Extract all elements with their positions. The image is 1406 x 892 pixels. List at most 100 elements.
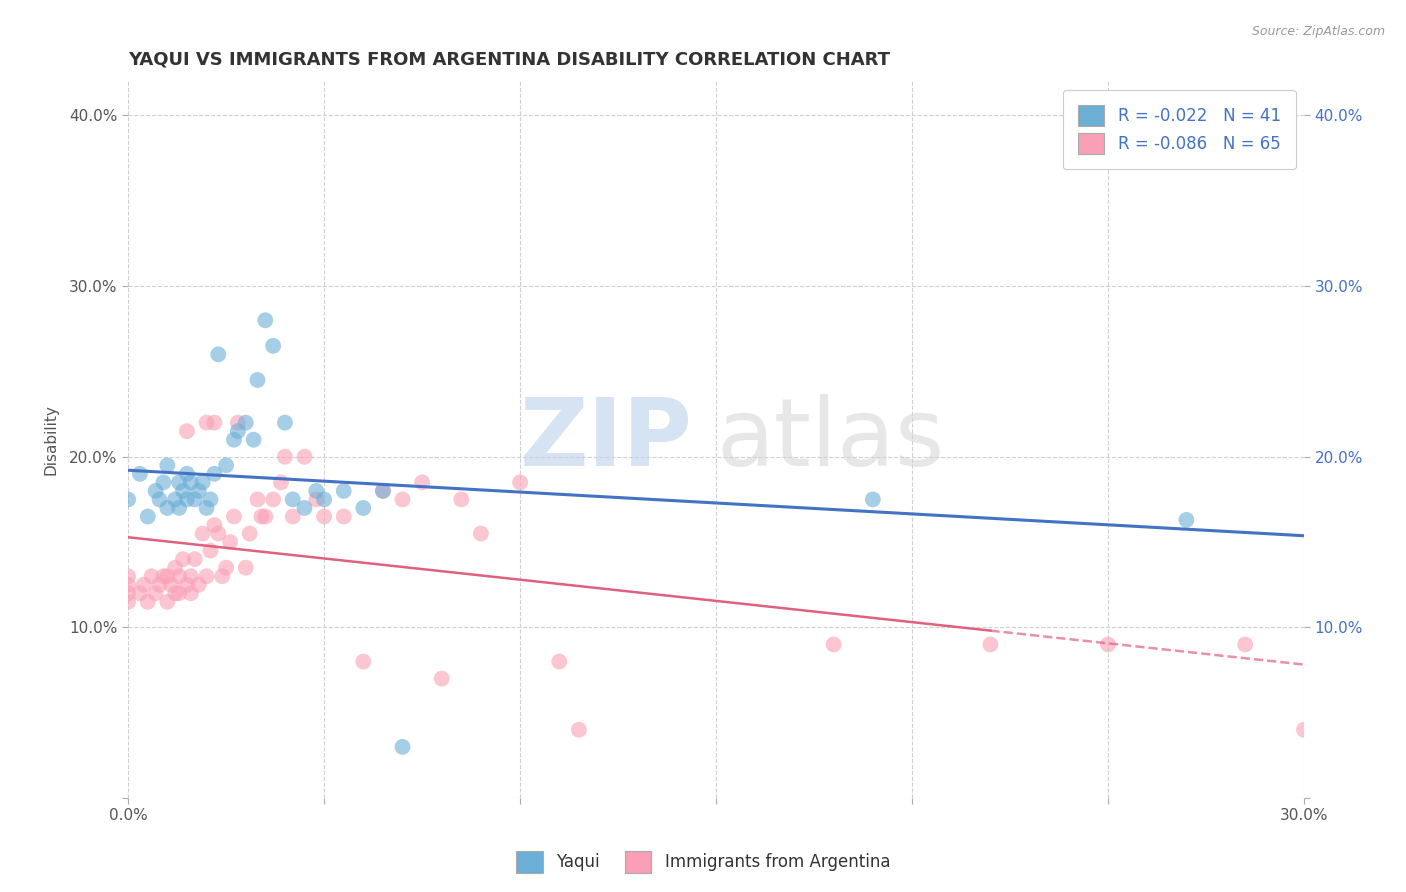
Point [148, 578, 170, 592]
Point [305, 483, 328, 498]
Point [172, 552, 194, 566]
Point [165, 560, 187, 574]
Point [152, 475, 174, 490]
Point [215, 560, 238, 574]
Point [195, 416, 218, 430]
Point [156, 458, 179, 473]
Point [568, 723, 591, 737]
Point [191, 526, 214, 541]
Point [202, 467, 225, 481]
Point [167, 475, 190, 490]
Point [352, 655, 374, 669]
Point [548, 655, 571, 669]
Text: ZIP: ZIP [520, 393, 693, 486]
Point [226, 424, 249, 438]
Point [180, 569, 202, 583]
Point [165, 586, 187, 600]
Point [207, 347, 229, 361]
Point [165, 492, 187, 507]
Point [202, 518, 225, 533]
Point [262, 492, 284, 507]
Point [187, 578, 209, 592]
Point [117, 578, 139, 592]
Point [239, 526, 262, 541]
Point [411, 475, 433, 490]
Point [371, 483, 394, 498]
Point [200, 543, 222, 558]
Point [117, 492, 139, 507]
Point [281, 492, 304, 507]
Point [281, 509, 304, 524]
Point [235, 416, 257, 430]
Point [262, 339, 284, 353]
Point [242, 433, 264, 447]
Text: Source: ZipAtlas.com: Source: ZipAtlas.com [1251, 25, 1385, 38]
Point [180, 475, 202, 490]
Point [136, 595, 159, 609]
Point [222, 509, 245, 524]
Legend: R = -0.022   N = 41, R = -0.086   N = 65: R = -0.022 N = 41, R = -0.086 N = 65 [1063, 90, 1296, 169]
Point [195, 500, 218, 515]
Point [117, 586, 139, 600]
Point [314, 492, 336, 507]
Y-axis label: Disability: Disability [44, 404, 58, 475]
Point [176, 424, 198, 438]
Point [314, 509, 336, 524]
Point [132, 578, 155, 592]
Point [270, 475, 292, 490]
Point [254, 509, 277, 524]
Point [219, 535, 242, 549]
Point [187, 483, 209, 498]
Point [152, 569, 174, 583]
Point [294, 450, 316, 464]
Point [129, 586, 152, 600]
Point [470, 526, 492, 541]
Point [371, 483, 394, 498]
Point [254, 313, 277, 327]
Point [979, 638, 1001, 652]
Point [129, 467, 152, 481]
Point [176, 492, 198, 507]
Point [1097, 638, 1119, 652]
Point [145, 483, 167, 498]
Point [160, 578, 183, 592]
Point [156, 595, 179, 609]
Point [235, 560, 257, 574]
Point [1175, 513, 1198, 527]
Point [145, 586, 167, 600]
Point [195, 569, 218, 583]
Point [332, 483, 354, 498]
Point [250, 509, 273, 524]
Point [226, 416, 249, 430]
Point [167, 569, 190, 583]
Point [1234, 638, 1257, 652]
Point [246, 492, 269, 507]
Point [862, 492, 884, 507]
Point [191, 475, 214, 490]
Point [246, 373, 269, 387]
Point [332, 509, 354, 524]
Point [184, 552, 207, 566]
Point [172, 483, 194, 498]
Point [1292, 723, 1315, 737]
Point [184, 492, 207, 507]
Point [222, 433, 245, 447]
Point [117, 569, 139, 583]
Point [274, 416, 297, 430]
Point [211, 569, 233, 583]
Point [167, 586, 190, 600]
Point [180, 586, 202, 600]
Point [156, 569, 179, 583]
Point [509, 475, 531, 490]
Point [176, 578, 198, 592]
Legend: Yaqui, Immigrants from Argentina: Yaqui, Immigrants from Argentina [509, 845, 897, 880]
Point [274, 450, 297, 464]
Point [141, 569, 163, 583]
Point [352, 500, 374, 515]
Point [117, 595, 139, 609]
Point [294, 500, 316, 515]
Point [391, 492, 413, 507]
Point [167, 500, 190, 515]
Point [215, 458, 238, 473]
Point [156, 500, 179, 515]
